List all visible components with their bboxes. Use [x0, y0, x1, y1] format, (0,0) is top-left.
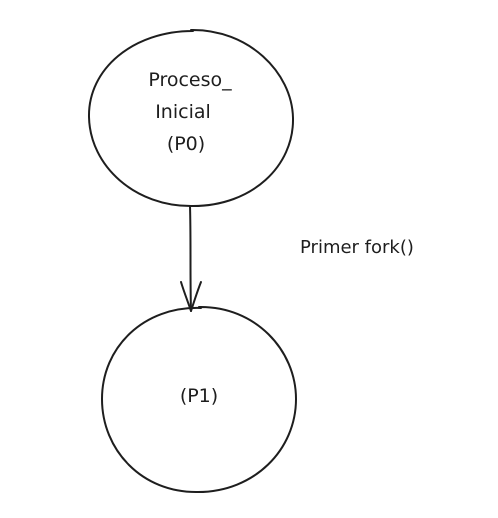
node-p0-label-line-2: Inicial — [155, 101, 211, 123]
node-p1-label: (P1) — [180, 385, 218, 407]
node-p1[interactable]: (P1) — [101, 305, 297, 494]
node-p0-label-line-1: Proceso_ — [148, 69, 232, 91]
edge-arrow-shaft — [189, 205, 192, 312]
edge-arrowhead — [180, 281, 202, 312]
node-p0-label-line-3: (P0) — [167, 133, 205, 155]
node-p0[interactable]: Proceso_ Inicial (P0) — [87, 28, 295, 208]
edge-p0-to-p1: Primer fork() — [180, 205, 414, 312]
node-p0-circle — [87, 28, 295, 208]
node-p1-circle — [101, 305, 297, 494]
edge-label: Primer fork() — [300, 237, 414, 258]
